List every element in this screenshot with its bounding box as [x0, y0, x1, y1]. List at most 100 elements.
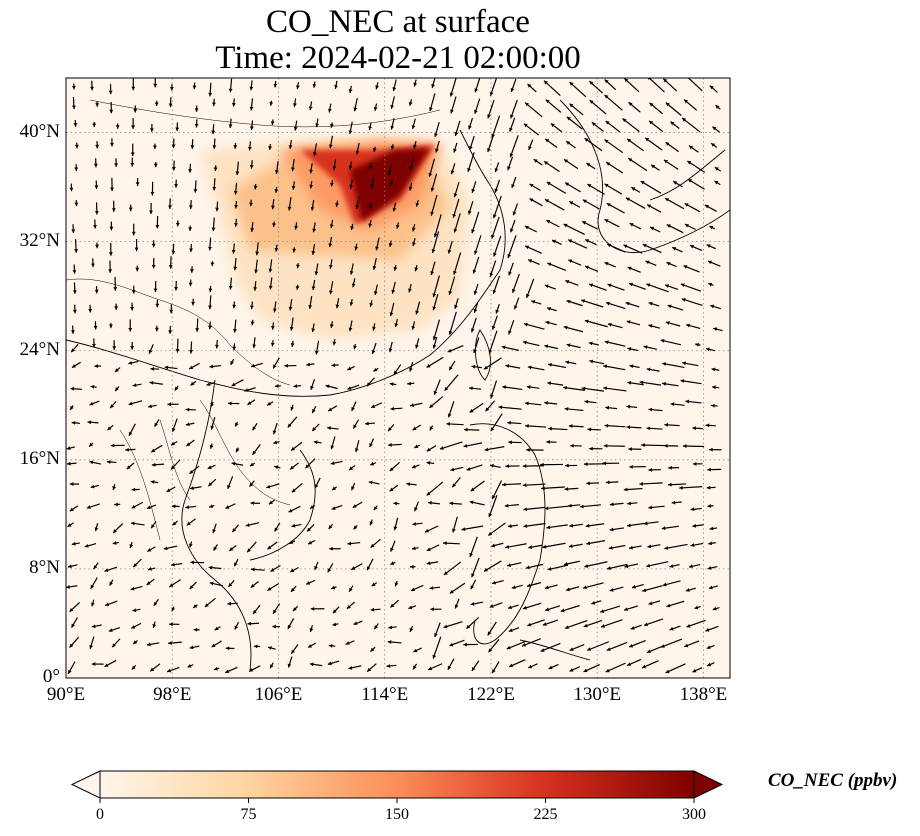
- wind-vector-head: [291, 446, 296, 451]
- wind-vector-head: [131, 290, 136, 294]
- wind-vector-head: [274, 527, 279, 532]
- wind-vector-head: [70, 330, 75, 334]
- wind-vector-head: [271, 205, 275, 210]
- wind-vector-head: [153, 145, 157, 150]
- wind-vector-head: [524, 225, 529, 230]
- wind-vector-head: [591, 122, 596, 127]
- wind-vector-head: [605, 120, 610, 125]
- wind-vector-head: [471, 188, 476, 193]
- wind-vector-head: [189, 365, 194, 369]
- wind-vector-head: [604, 183, 609, 188]
- wind-vector-head: [569, 668, 574, 672]
- wind-vector-head: [251, 363, 256, 368]
- wind-vector-head: [525, 102, 529, 107]
- wind-vector-head: [247, 621, 252, 626]
- wind-vector-head: [373, 291, 378, 295]
- wind-vector-head: [253, 609, 257, 614]
- wind-vector-head: [108, 324, 113, 329]
- wind-vector-head: [688, 179, 693, 183]
- wind-vector-head: [71, 229, 76, 233]
- wind-vector: [604, 139, 624, 154]
- wind-vector-head: [347, 541, 352, 546]
- wind-vector-head: [267, 401, 272, 406]
- wind-vector: [586, 641, 610, 651]
- wind-vector-head: [291, 167, 295, 172]
- wind-vector-head: [225, 505, 230, 509]
- wind-vector-head: [369, 521, 374, 526]
- wind-vector-head: [469, 386, 473, 391]
- wind-vector-head: [647, 204, 652, 208]
- wind-vector: [603, 387, 627, 392]
- wind-vector-head: [544, 585, 549, 590]
- wind-vector: [546, 181, 567, 194]
- wind-vector-head: [94, 185, 99, 189]
- wind-vector-head: [686, 624, 691, 628]
- wind-vector-head: [309, 169, 314, 174]
- wind-vector-head: [208, 305, 212, 310]
- wind-vector-head: [270, 568, 275, 572]
- wind-vector-head: [430, 187, 435, 192]
- wind-vector: [431, 231, 440, 254]
- wind-vector-head: [109, 581, 114, 586]
- wind-vector-head: [348, 327, 353, 332]
- wind-vector-head: [642, 664, 647, 669]
- wind-vector-head: [211, 643, 216, 648]
- wind-vector-head: [566, 343, 571, 348]
- wind-vector-head: [329, 264, 333, 269]
- wind-vector-head: [526, 447, 530, 452]
- wind-vector-head: [375, 246, 379, 251]
- wind-vector-head: [370, 647, 375, 652]
- wind-vector-head: [412, 242, 416, 246]
- wind-vector-head: [93, 224, 97, 229]
- wind-vector-head: [564, 159, 569, 163]
- wind-vector-head: [552, 239, 557, 244]
- wind-vector: [461, 525, 484, 531]
- wind-vector-head: [115, 387, 119, 392]
- wind-vector-head: [415, 344, 419, 349]
- wind-vector-head: [235, 422, 239, 427]
- wind-vector-head: [471, 666, 476, 671]
- wind-vector-head: [411, 125, 416, 129]
- wind-vector-head: [433, 390, 438, 395]
- wind-vector-head: [128, 431, 133, 436]
- wind-vector-head: [586, 481, 590, 486]
- wind-vector-head: [266, 484, 271, 489]
- wind-vector-head: [70, 386, 75, 391]
- wind-vector-head: [646, 283, 651, 287]
- wind-vector-head: [526, 385, 531, 389]
- wind-vector-head: [587, 647, 592, 651]
- wind-vector-head: [453, 228, 458, 233]
- wind-vector-head: [648, 601, 653, 606]
- wind-vector-head: [685, 399, 690, 404]
- wind-vector-head: [89, 401, 94, 406]
- wind-vector-head: [622, 118, 627, 123]
- wind-vector-head: [208, 482, 213, 487]
- wind-vector-head: [295, 85, 300, 90]
- wind-vector: [646, 283, 669, 293]
- wind-vector-head: [290, 587, 295, 592]
- wind-vector-head: [565, 279, 570, 284]
- wind-vector-head: [193, 189, 198, 193]
- wind-vector-head: [564, 407, 569, 411]
- wind-vector-head: [110, 142, 114, 147]
- wind-vector-head: [350, 226, 355, 231]
- wind-vector-head: [526, 293, 530, 298]
- wind-vector-head: [110, 443, 115, 448]
- wind-vector-head: [69, 187, 74, 192]
- wind-vector-head: [626, 320, 631, 324]
- wind-vector-head: [413, 144, 417, 149]
- map-frame: [65, 77, 731, 679]
- wind-vector-head: [108, 252, 113, 256]
- wind-vector-head: [130, 346, 135, 350]
- wind-vector-head: [564, 625, 569, 629]
- wind-vector-head: [104, 663, 109, 667]
- wind-vector-head: [631, 584, 636, 589]
- wind-vector-head: [168, 641, 172, 645]
- y-tick-label: 16°N: [19, 447, 60, 469]
- wind-vector-head: [245, 523, 250, 527]
- wind-vector-head: [487, 114, 491, 119]
- wind-vector-head: [394, 582, 399, 587]
- wind-vector: [522, 483, 546, 486]
- wind-vector-head: [328, 407, 333, 412]
- wind-vector-head: [355, 204, 360, 209]
